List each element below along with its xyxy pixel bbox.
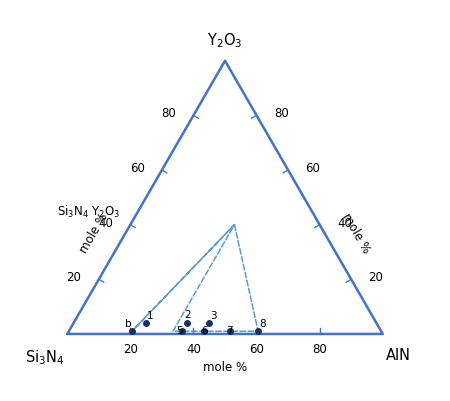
Text: AlN: AlN: [386, 348, 411, 363]
Text: Y$_2$O$_3$: Y$_2$O$_3$: [207, 31, 243, 50]
Text: mole %: mole %: [77, 211, 111, 255]
Text: 1: 1: [147, 311, 153, 321]
Text: Si$_3$N$_4$ Y$_2$O$_3$: Si$_3$N$_4$ Y$_2$O$_3$: [58, 204, 121, 220]
Text: 2: 2: [184, 310, 190, 320]
Text: b: b: [126, 319, 132, 329]
Text: Si$_3$N$_4$: Si$_3$N$_4$: [25, 348, 64, 367]
Text: 5: 5: [176, 326, 183, 336]
Text: 20: 20: [123, 343, 138, 356]
Text: 60: 60: [306, 162, 320, 175]
Text: mole %: mole %: [203, 361, 247, 374]
Text: 40: 40: [98, 217, 113, 230]
Text: mole %: mole %: [339, 211, 373, 255]
Text: 40: 40: [337, 217, 352, 230]
Text: 60: 60: [249, 343, 264, 356]
Text: 40: 40: [186, 343, 201, 356]
Text: 3: 3: [210, 311, 216, 321]
Text: 80: 80: [162, 107, 176, 120]
Text: 80: 80: [312, 343, 327, 356]
Text: 60: 60: [130, 162, 144, 175]
Text: 20: 20: [67, 271, 81, 284]
Text: 8: 8: [259, 319, 266, 329]
Text: 6: 6: [201, 326, 208, 336]
Text: 80: 80: [274, 107, 288, 120]
Text: 7: 7: [226, 326, 233, 336]
Text: 20: 20: [369, 271, 383, 284]
